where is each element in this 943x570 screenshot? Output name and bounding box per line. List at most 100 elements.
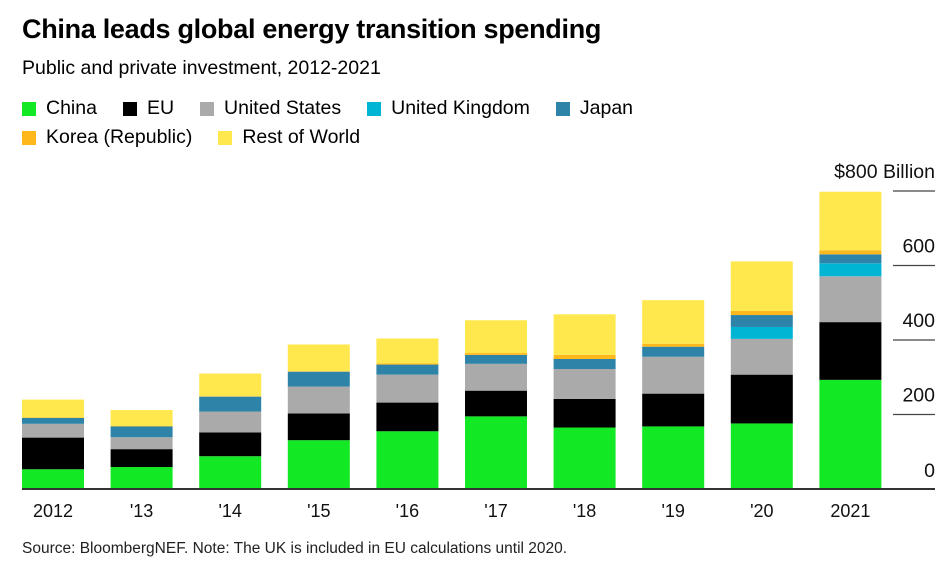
bar-segment bbox=[819, 379, 882, 489]
bar-segment bbox=[376, 431, 439, 489]
bar-segment bbox=[199, 456, 262, 489]
bar-segment bbox=[642, 300, 705, 344]
legend-label: United States bbox=[224, 97, 342, 119]
legend-label: United Kingdom bbox=[391, 97, 530, 119]
bar-segment bbox=[376, 374, 439, 403]
bar-segment bbox=[199, 396, 262, 412]
x-tick-label: 2021 bbox=[830, 501, 870, 521]
bar-segment bbox=[730, 261, 793, 311]
bar-segment bbox=[376, 363, 439, 365]
bar-segment bbox=[22, 437, 84, 470]
legend-item: United Kingdom bbox=[367, 97, 530, 120]
legend-row: Korea (Republic) Rest of World bbox=[22, 123, 782, 152]
legend-item: China bbox=[22, 97, 97, 120]
bar-segment bbox=[110, 467, 173, 489]
y-tick-label: 200 bbox=[902, 385, 935, 407]
x-tick-label: '19 bbox=[661, 501, 684, 521]
y-tick-label: $800 Billion bbox=[834, 161, 935, 183]
legend-row: China EU United States United Kingdom Japan bbox=[22, 94, 782, 123]
bar-segment bbox=[22, 469, 84, 489]
bar-segment bbox=[819, 250, 882, 255]
bar-segment bbox=[642, 356, 705, 394]
x-tick-label: '14 bbox=[218, 501, 241, 521]
source-note: Source: BloombergNEF. Note: The UK is in… bbox=[22, 540, 568, 557]
bar-segment bbox=[730, 326, 793, 339]
bar-segment bbox=[22, 417, 84, 424]
bar-segment bbox=[730, 315, 793, 327]
x-tick-label: '20 bbox=[750, 501, 773, 521]
legend-label: Korea (Republic) bbox=[46, 126, 193, 148]
bar-segment bbox=[819, 276, 882, 323]
x-tick-label: '13 bbox=[130, 501, 153, 521]
bar-segment bbox=[819, 254, 882, 264]
legend-label: Japan bbox=[579, 97, 634, 119]
legend-swatch bbox=[555, 101, 570, 116]
bar-segment bbox=[819, 263, 882, 277]
legend-item: Japan bbox=[555, 97, 634, 120]
legend-swatch bbox=[22, 130, 36, 145]
legend-swatch bbox=[367, 101, 382, 116]
y-tick-label: 400 bbox=[902, 310, 935, 332]
chart-subtitle: Public and private investment, 2012-2021 bbox=[22, 57, 381, 79]
legend-label: EU bbox=[146, 97, 175, 119]
bar-segment bbox=[110, 437, 173, 450]
bar-segment bbox=[642, 343, 705, 347]
bar-segment bbox=[553, 354, 616, 359]
bar-segment bbox=[730, 423, 793, 489]
legend-label: Rest of World bbox=[242, 126, 361, 148]
bar-segment bbox=[642, 426, 705, 489]
bar-segment bbox=[553, 398, 616, 428]
bar-segment bbox=[199, 373, 262, 397]
y-tick-label: 0 bbox=[924, 460, 935, 482]
x-tick-label: '17 bbox=[484, 501, 507, 521]
bar-segment bbox=[465, 354, 527, 364]
bar-segment bbox=[287, 440, 350, 489]
bar-segment bbox=[465, 320, 527, 354]
bar-segment bbox=[465, 353, 527, 355]
legend-swatch bbox=[22, 101, 36, 116]
legend-item: Rest of World bbox=[218, 126, 360, 149]
legend-item: EU bbox=[122, 97, 175, 120]
bar-segment bbox=[199, 411, 262, 433]
y-tick-label: 600 bbox=[902, 236, 935, 258]
x-tick-label: '15 bbox=[307, 501, 330, 521]
chart-title: China leads global energy transition spe… bbox=[22, 14, 602, 44]
bar-segment bbox=[199, 432, 262, 457]
bar-segment bbox=[22, 399, 84, 418]
bar-segment bbox=[642, 393, 705, 427]
bar-segment bbox=[730, 338, 793, 375]
bar-segment bbox=[287, 413, 350, 441]
bar-segment bbox=[730, 374, 793, 424]
bar-segment bbox=[465, 390, 527, 417]
bar-segment bbox=[553, 358, 616, 370]
bar-segment bbox=[642, 346, 705, 357]
bar-segment bbox=[819, 191, 882, 251]
bar-segment bbox=[730, 310, 793, 316]
bar-segment bbox=[110, 449, 173, 468]
x-tick-label: '18 bbox=[573, 501, 596, 521]
legend-swatch bbox=[200, 101, 215, 116]
bar-segment bbox=[465, 363, 527, 391]
legend-label: China bbox=[46, 97, 97, 119]
bar-segment bbox=[287, 371, 350, 387]
legend: China EU United States United Kingdom Japan … bbox=[22, 94, 782, 152]
bar-segment bbox=[553, 314, 616, 355]
bar-segment bbox=[110, 426, 173, 438]
bar-segment bbox=[465, 416, 527, 489]
bar-segment bbox=[287, 386, 350, 414]
bar-segment bbox=[553, 369, 616, 399]
bar-segment bbox=[287, 344, 350, 372]
bar-segment bbox=[819, 322, 882, 380]
x-tick-label: '16 bbox=[396, 501, 419, 521]
bar-segment bbox=[110, 410, 173, 427]
legend-item: United States bbox=[200, 97, 341, 120]
legend-item: Korea (Republic) bbox=[22, 126, 192, 149]
legend-swatch bbox=[122, 101, 137, 116]
bar-segment bbox=[376, 338, 439, 364]
bar-segment bbox=[376, 364, 439, 375]
bar-segment bbox=[553, 427, 616, 489]
x-tick-label: 2012 bbox=[33, 501, 73, 521]
bar-segment bbox=[376, 402, 439, 432]
legend-swatch bbox=[218, 130, 233, 145]
